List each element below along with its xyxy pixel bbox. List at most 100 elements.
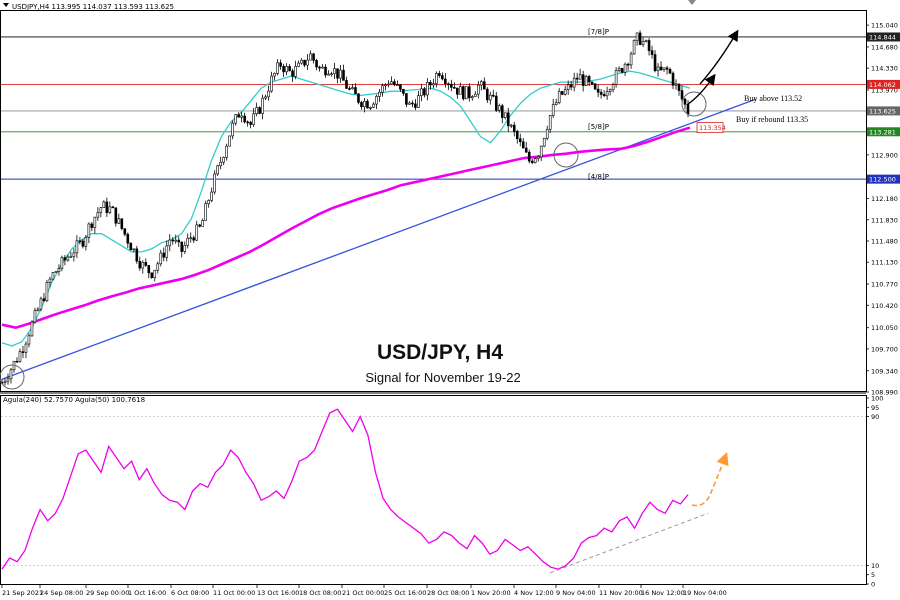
candle-body: [339, 69, 342, 79]
price-tick-label: 113.970: [871, 86, 898, 94]
symbol-info: USDJPY,H4 113.995 114.037 113.593 113.62…: [12, 3, 174, 11]
candle-body: [42, 298, 46, 302]
candle-body: [222, 157, 225, 163]
candle-body: [390, 81, 393, 85]
candle-body: [207, 200, 210, 205]
candle-body: [315, 60, 318, 68]
candle-body: [527, 151, 531, 162]
candle-body: [153, 269, 157, 279]
time-tick-label: 6 Oct 08:00: [171, 589, 209, 597]
candle-body: [420, 88, 423, 96]
time-tick-label: 19 Nov 04:00: [683, 589, 727, 597]
time-tick-label: 28 Oct 08:00: [427, 589, 469, 597]
arrow-long-up: [699, 29, 739, 85]
candle-body: [485, 88, 489, 101]
time-tick-label: 18 Oct 08:00: [299, 589, 341, 597]
candle-body: [111, 206, 115, 209]
candle-body: [635, 32, 639, 41]
circle-marker-low: [553, 142, 579, 168]
price-tick-label: 111.480: [871, 237, 898, 245]
candle-body: [429, 82, 432, 86]
candle-body: [282, 66, 285, 73]
time-tick-label: 4 Nov 12:00: [514, 589, 554, 597]
candle-body: [524, 147, 528, 153]
candle-body: [432, 83, 435, 86]
candle-body: [393, 81, 396, 86]
candle-body: [33, 310, 37, 323]
dropdown-triangle-icon[interactable]: [3, 3, 9, 7]
candle-body: [653, 54, 657, 72]
candle-body: [150, 272, 154, 279]
candle-body: [375, 96, 378, 105]
osc-tick-label: 10: [871, 562, 879, 570]
oscillator-trendline: [549, 512, 709, 574]
candle-body: [273, 73, 276, 77]
candle-body: [474, 93, 477, 97]
candle-body: [468, 86, 471, 99]
indicator-info: Agula(240) 52.7570 Agula(50) 100.7618: [3, 396, 145, 404]
candle-body: [201, 220, 205, 227]
candle-body: [249, 121, 252, 125]
candle-body: [399, 84, 402, 90]
candle-body: [303, 59, 306, 66]
shift-marker-icon: [688, 0, 696, 5]
time-tick-label: 13 Oct 16:00: [257, 589, 299, 597]
price-label-box: [867, 32, 900, 42]
candle-body: [650, 50, 654, 55]
chart-title: USD/JPY, H4: [377, 341, 503, 364]
candle-body: [39, 298, 43, 310]
candle-body: [93, 216, 97, 228]
candle-body: [533, 158, 537, 163]
candle-body: [659, 66, 663, 71]
price-tick-label: 114.330: [871, 65, 898, 73]
price-tick-label: 114.680: [871, 43, 898, 51]
time-tick-label: 1 Oct 16:00: [128, 589, 166, 597]
price-tick-label: 110.770: [871, 281, 898, 289]
candle-body: [96, 212, 100, 218]
candle-body: [231, 122, 234, 137]
candle-body: [129, 242, 133, 251]
candle-body: [66, 256, 70, 261]
candle-body: [186, 237, 190, 246]
price-label-text: 113.625: [869, 107, 896, 115]
candle-body: [530, 160, 534, 163]
buy-above-annotation: Buy above 113.52: [744, 94, 802, 103]
candle-body: [75, 240, 79, 254]
candle-body: [141, 262, 145, 269]
candle-body: [447, 83, 450, 86]
price-label-box: [867, 79, 900, 89]
candle-body: [560, 91, 564, 95]
candle-body: [135, 248, 139, 262]
candle-body: [488, 94, 492, 101]
candle-body: [480, 81, 483, 86]
candle-body: [563, 89, 567, 95]
price-axis: 115.040 114.680 114.330 113.970 113.625 113.2…: [866, 22, 900, 397]
candle-body: [357, 93, 360, 103]
candle-body: [674, 83, 678, 86]
candle-body: [620, 68, 624, 73]
candle-body: [279, 62, 282, 67]
candle-body: [521, 141, 525, 149]
arrow-short-up: [687, 73, 716, 105]
candle-body: [590, 81, 594, 85]
candle-body: [378, 91, 381, 97]
candle-body: [626, 63, 630, 66]
candle-body: [72, 252, 76, 257]
candle-body: [614, 70, 618, 85]
candle-body: [387, 83, 390, 86]
candle-body: [665, 67, 669, 70]
candle-body: [276, 62, 279, 74]
candle-body: [255, 107, 258, 115]
candle-body: [312, 53, 315, 61]
candle-body: [405, 93, 408, 105]
candle-body: [240, 115, 243, 118]
candle-body: [198, 224, 202, 227]
price-label-box: [867, 106, 900, 116]
candle-body: [551, 104, 555, 116]
candle-body: [629, 53, 633, 66]
price-label-text: 112.500: [869, 176, 896, 184]
candle-body: [351, 87, 354, 90]
candle-body: [536, 156, 540, 159]
candle-body: [494, 95, 498, 111]
candle-body: [509, 124, 513, 127]
